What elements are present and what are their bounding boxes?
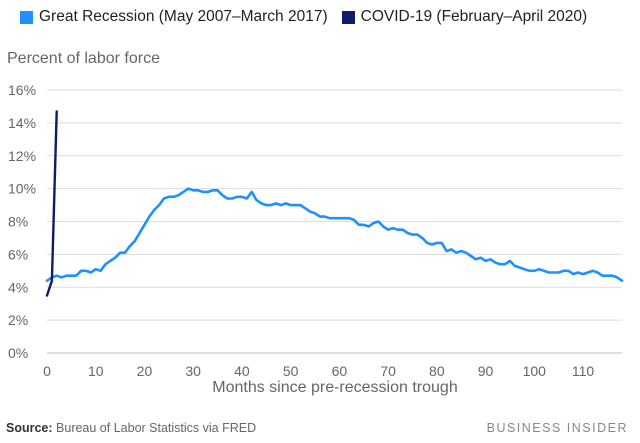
x-tick-label: 40 [234, 363, 250, 379]
x-tick-label: 90 [478, 363, 494, 379]
y-tick-label: 4% [8, 279, 28, 295]
source-label: Source: [6, 421, 53, 435]
legend-swatch-great-recession [20, 10, 33, 24]
legend-swatch-covid [341, 10, 355, 24]
y-tick-label: 12% [8, 148, 36, 164]
legend: Great Recession (May 2007–March 2017) CO… [20, 8, 587, 26]
source-note: Source: Bureau of Labor Statistics via F… [6, 421, 256, 435]
source-text: Bureau of Labor Statistics via FRED [56, 421, 257, 435]
legend-label-great-recession: Great Recession (May 2007–March 2017) [39, 8, 328, 25]
series-line-great-recession [45, 187, 624, 282]
y-tick-label: 10% [8, 181, 36, 197]
y-tick-label: 8% [8, 214, 28, 230]
x-tick-label: 70 [380, 363, 396, 379]
x-tick-label: 20 [137, 363, 153, 379]
legend-item-great-recession: Great Recession (May 2007–March 2017) [20, 8, 328, 26]
x-tick-label: 80 [429, 363, 445, 379]
y-tick-label: 6% [8, 246, 28, 262]
brand-logo: BUSINESS INSIDER [486, 421, 628, 435]
y-tick-label: 2% [8, 312, 28, 328]
x-tick-label: 50 [283, 363, 299, 379]
y-axis-title: Percent of labor force [7, 50, 160, 67]
y-tick-label: 14% [8, 115, 36, 131]
series-line-covid [45, 110, 58, 297]
x-tick-label: 30 [185, 363, 201, 379]
y-tick-label: 0% [8, 345, 28, 361]
x-tick-label: 10 [88, 363, 104, 379]
x-tick-label: 100 [523, 363, 547, 379]
x-tick-label: 0 [43, 363, 51, 379]
x-tick-label: 60 [332, 363, 348, 379]
x-tick-label: 110 [572, 363, 595, 379]
x-axis-title: Months since pre-recession trough [212, 379, 457, 396]
legend-label-covid: COVID-19 (February–April 2020) [360, 8, 588, 25]
legend-item-covid: COVID-19 (February–April 2020) [341, 8, 588, 26]
y-tick-label: 16% [8, 82, 36, 98]
